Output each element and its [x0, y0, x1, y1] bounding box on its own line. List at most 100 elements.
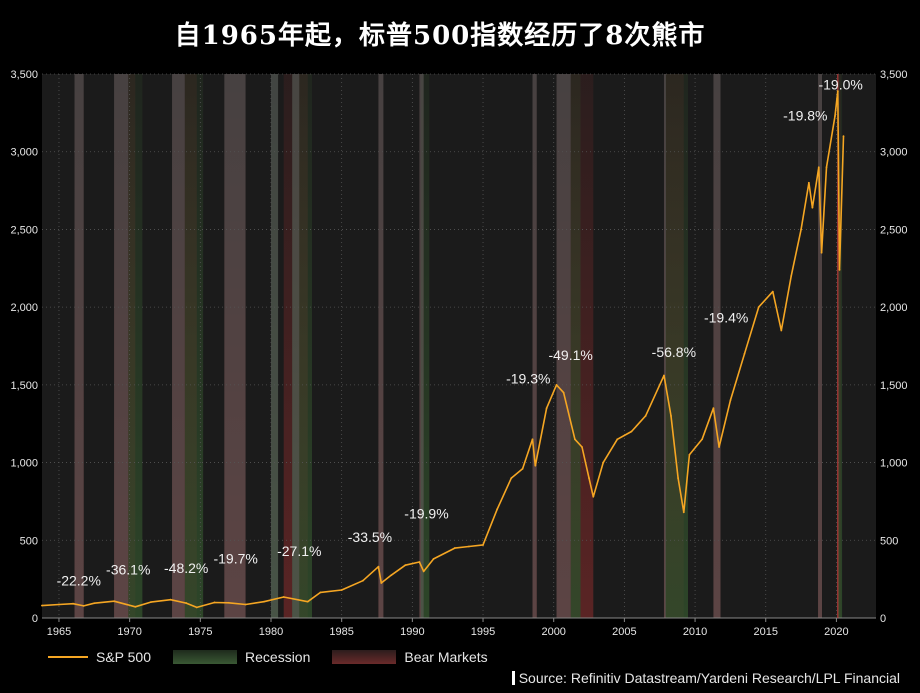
- source-text: Source: Refinitiv Datastream/Yardeni Res…: [518, 670, 900, 686]
- data-point: [93, 602, 96, 605]
- bear-market-grey-band: [532, 74, 537, 618]
- drawdown-label: -19.8%: [783, 108, 827, 124]
- x-tick-label: 2005: [612, 626, 636, 638]
- x-tick-label: 2015: [754, 626, 778, 638]
- data-point: [790, 275, 793, 277]
- data-point: [263, 600, 265, 603]
- x-tick-label: 1985: [329, 626, 353, 638]
- y-tick-label-left: 2,500: [10, 224, 38, 236]
- data-point: [581, 446, 583, 448]
- drawdown-label: -33.5%: [348, 529, 392, 545]
- x-tick-label: 1980: [259, 626, 283, 638]
- source-note: Source: Refinitiv Datastream/Yardeni Res…: [511, 670, 900, 686]
- y-tick-label-right: 2,500: [880, 224, 908, 236]
- data-point: [592, 495, 595, 498]
- y-tick-label-right: 3,000: [880, 147, 908, 159]
- data-point: [422, 570, 425, 573]
- data-point: [682, 511, 685, 514]
- y-tick-label-left: 1,500: [10, 380, 38, 392]
- x-tick-label: 1970: [117, 626, 141, 638]
- data-point: [306, 600, 309, 603]
- recession-band: [420, 74, 430, 618]
- data-point: [825, 166, 828, 169]
- data-point: [743, 352, 746, 355]
- bear-market-grey-band: [713, 74, 721, 618]
- bear-market-grey-band: [172, 74, 185, 618]
- drawdown-label: -49.1%: [548, 347, 592, 363]
- legend-item-sp500: S&P 500: [48, 649, 151, 665]
- x-axis: 1965 1970 1975 1980 1985 1990 1995 2000 2005 2010…: [47, 618, 849, 638]
- y-tick-label-left: 3,000: [10, 147, 38, 159]
- data-point: [482, 544, 484, 546]
- data-point: [771, 290, 774, 293]
- data-point: [41, 604, 43, 607]
- legend-label-recession: Recession: [245, 649, 311, 665]
- data-point: [510, 477, 513, 480]
- data-point: [361, 579, 364, 582]
- data-point: [227, 601, 230, 604]
- data-point: [701, 438, 704, 441]
- x-tick-label: 2010: [683, 626, 707, 638]
- series-line-sp500: [41, 90, 845, 609]
- legend-swatch-bear: [332, 650, 397, 664]
- data-point: [838, 268, 841, 271]
- drawdown-label: -19.7%: [213, 551, 257, 567]
- data-point: [616, 438, 619, 441]
- y-axis-left: 0 500 1,000 1,500 2,000 2,500 3,000 3,500: [10, 69, 38, 625]
- data-point: [213, 601, 216, 604]
- bear-market-grey-band: [74, 74, 84, 618]
- x-tick-label: 1965: [47, 626, 71, 638]
- data-point: [453, 547, 456, 549]
- bear-market-grey-band: [419, 74, 424, 618]
- data-point: [677, 477, 680, 480]
- y-tick-label-right: 1,000: [880, 458, 908, 470]
- recession-band: [665, 74, 688, 618]
- data-point: [195, 606, 198, 609]
- bear-market-grey-band: [224, 74, 246, 618]
- data-point: [574, 438, 576, 441]
- data-point: [757, 306, 760, 309]
- data-point: [432, 558, 435, 560]
- drawdown-label: -22.2%: [57, 572, 101, 588]
- bear-market-grey-band: [663, 74, 666, 618]
- data-point: [712, 407, 715, 410]
- bear-market-grey-band: [292, 74, 300, 618]
- y-tick-label-left: 3,500: [10, 69, 38, 81]
- data-point: [834, 115, 836, 117]
- legend-swatch-sp500: [48, 656, 88, 658]
- data-point: [404, 564, 407, 567]
- data-point: [149, 601, 152, 604]
- data-point: [380, 582, 383, 584]
- x-tick-label: 2000: [541, 626, 565, 638]
- data-point: [545, 407, 548, 410]
- data-point: [169, 598, 172, 601]
- series-layer: [41, 90, 845, 609]
- data-point: [244, 603, 247, 606]
- data-point: [602, 461, 605, 464]
- data-point: [58, 603, 60, 606]
- data-point: [377, 565, 380, 568]
- data-point: [811, 206, 814, 209]
- y-tick-label-right: 1,500: [880, 380, 908, 392]
- y-tick-label-right: 0: [880, 613, 886, 625]
- x-tick-label: 1995: [471, 626, 495, 638]
- x-tick-label: 2020: [824, 626, 848, 638]
- data-point: [521, 467, 524, 470]
- data-point: [820, 251, 823, 254]
- data-point: [282, 596, 285, 598]
- y-tick-label-right: 2,000: [880, 302, 908, 314]
- data-point: [588, 477, 590, 480]
- drawdown-label: -27.1%: [277, 543, 321, 559]
- data-point: [817, 166, 820, 169]
- data-point: [718, 446, 720, 448]
- data-point: [496, 508, 499, 511]
- legend-swatch-recession: [173, 650, 238, 664]
- bear-market-grey-band: [818, 74, 823, 618]
- data-point: [340, 589, 343, 591]
- drawdown-label: -19.4%: [704, 310, 748, 326]
- data-point: [836, 90, 839, 92]
- data-point: [534, 464, 537, 467]
- plot-area: [42, 74, 876, 618]
- bear-market-grey-band: [378, 74, 384, 618]
- data-point: [644, 415, 647, 417]
